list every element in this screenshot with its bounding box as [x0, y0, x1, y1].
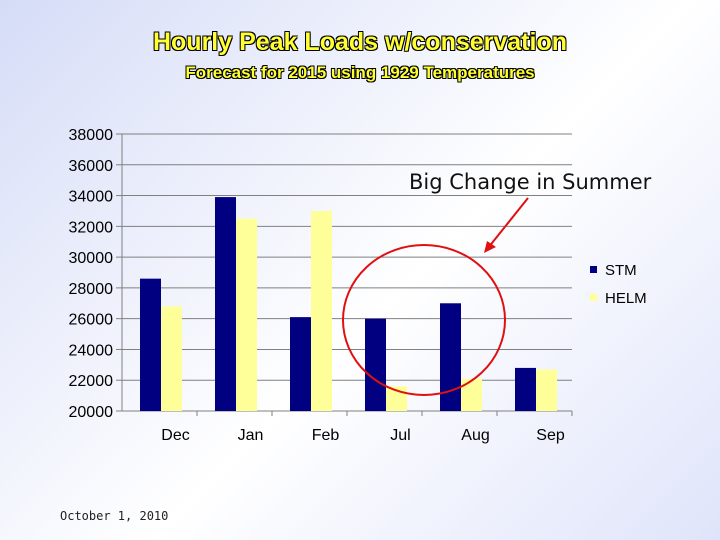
- x-tick-label: Jan: [238, 427, 264, 444]
- bar-helm-jan: [236, 218, 257, 411]
- bar-stm-feb: [290, 317, 311, 411]
- y-tick-label: 26000: [69, 312, 114, 329]
- y-tick-label: 36000: [69, 158, 114, 175]
- bar-helm-dec: [161, 306, 182, 411]
- y-tick-label: 34000: [69, 189, 114, 206]
- x-tick-label: Feb: [312, 427, 340, 444]
- y-axis: 38000 36000 34000 32000 30000 28000 26000 24000…: [69, 127, 123, 421]
- x-axis: Dec Jan Feb Jul Aug Sep: [161, 411, 573, 444]
- x-tick-label: Sep: [536, 427, 565, 444]
- legend-swatch-helm: [590, 294, 597, 301]
- bar-stm-jan: [215, 197, 236, 411]
- x-tick-label: Aug: [461, 427, 489, 444]
- bar-stm-aug: [440, 303, 461, 411]
- chart-subtitle: Forecast for 2015 using 1929 Temperature…: [185, 63, 535, 82]
- bar-helm-feb: [311, 210, 332, 411]
- arrow-head: [484, 241, 496, 253]
- annotation-text: Big Change in Summer: [409, 170, 652, 194]
- legend-label-stm: STM: [605, 262, 637, 279]
- bar-stm-dec: [140, 278, 161, 411]
- legend-swatch-stm: [590, 266, 597, 273]
- x-tick-label: Jul: [390, 427, 410, 444]
- chart-title: Hourly Peak Loads w/conservation: [152, 28, 567, 56]
- bars: [140, 197, 557, 411]
- highlight-circle: [342, 244, 506, 396]
- legend: STM HELM: [590, 262, 647, 307]
- y-tick-label: 30000: [69, 250, 114, 267]
- y-tick-label: 20000: [69, 404, 114, 421]
- y-tick-label: 28000: [69, 281, 114, 298]
- footer-date: October 1, 2010: [60, 509, 169, 523]
- bar-stm-jul: [365, 318, 386, 411]
- y-tick-label: 22000: [69, 373, 114, 390]
- arrow-line: [487, 197, 529, 249]
- y-tick-label: 24000: [69, 342, 114, 359]
- legend-label-helm: HELM: [605, 290, 647, 307]
- x-tick-label: Dec: [161, 427, 189, 444]
- bar-stm-sep: [515, 367, 536, 411]
- annotation: Big Change in Summer: [342, 170, 652, 396]
- bar-helm-aug: [461, 378, 482, 411]
- y-tick-label: 32000: [69, 219, 114, 236]
- y-tick-label: 38000: [69, 127, 114, 144]
- bar-helm-sep: [536, 369, 557, 411]
